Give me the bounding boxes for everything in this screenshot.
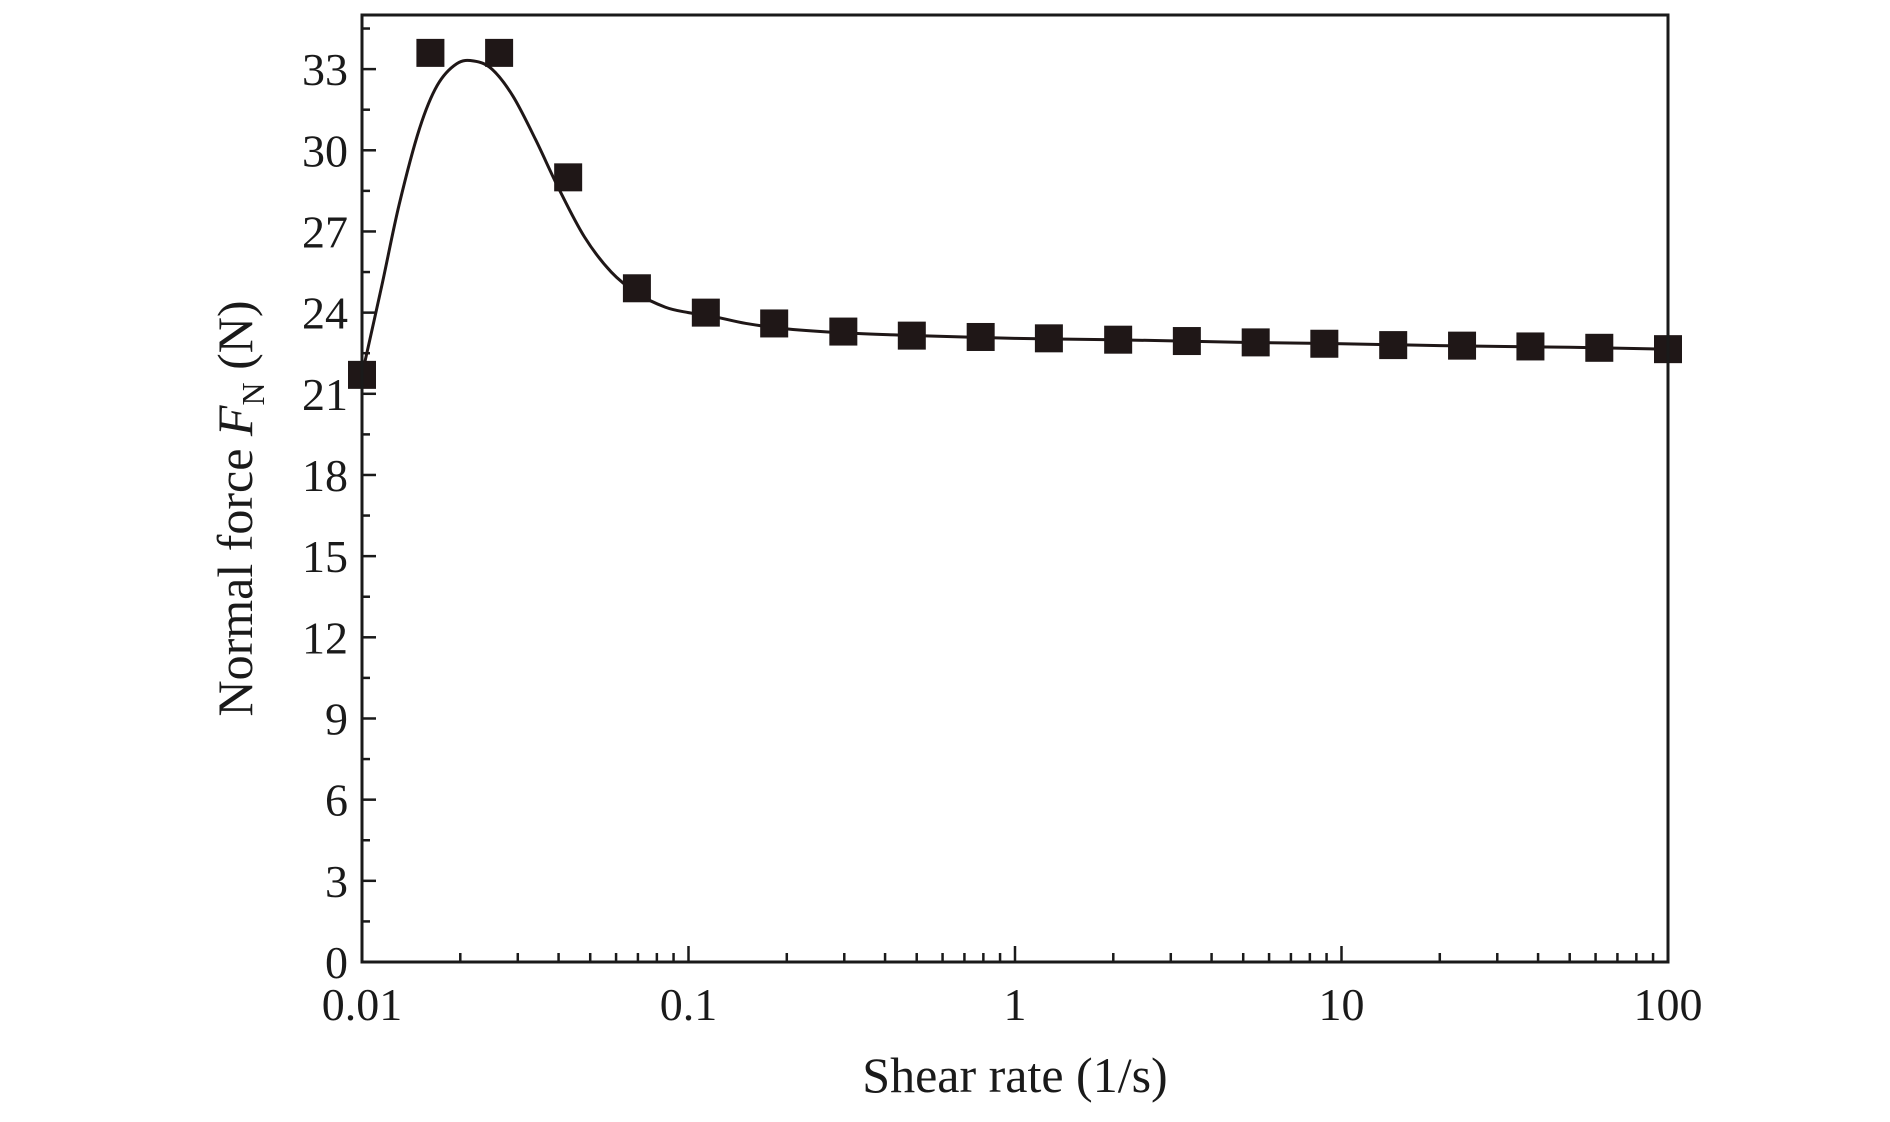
data-point bbox=[416, 38, 445, 67]
y-axis-title-prefix: Normal force bbox=[207, 436, 263, 716]
data-point bbox=[1172, 327, 1201, 356]
y-tick-label: 9 bbox=[325, 693, 348, 744]
data-point bbox=[897, 321, 926, 350]
y-tick-label: 27 bbox=[302, 206, 348, 257]
x-tick-label: 0.01 bbox=[322, 979, 403, 1030]
y-tick-label: 6 bbox=[325, 775, 348, 826]
plot-frame bbox=[360, 13, 1670, 964]
data-point bbox=[760, 309, 789, 338]
data-point bbox=[1310, 329, 1339, 358]
fit-curve-group bbox=[360, 58, 1669, 376]
x-axis-title: Shear rate (1/s) bbox=[862, 1047, 1167, 1103]
fit-curve bbox=[360, 58, 1669, 376]
x-tick-label: 10 bbox=[1319, 979, 1365, 1030]
y-axis-title-symbol: F bbox=[207, 405, 263, 437]
data-point bbox=[1585, 333, 1614, 362]
y-tick-label: 21 bbox=[302, 369, 348, 420]
data-point bbox=[622, 274, 651, 303]
data-points bbox=[348, 38, 1682, 389]
data-point bbox=[691, 298, 720, 327]
y-tick-label: 24 bbox=[302, 288, 348, 339]
x-tick-label: 0.1 bbox=[660, 979, 718, 1030]
x-tick-label: 100 bbox=[1634, 979, 1703, 1030]
y-axis-title: Normal force FN (N) bbox=[207, 301, 271, 717]
tick-labels: 0 3 6 9 12 15 18 21 24 27 30 33 0.01 0.1 1 10 100 bbox=[302, 44, 1703, 1030]
data-point bbox=[966, 322, 995, 351]
x-tick-label: 1 bbox=[1004, 979, 1027, 1030]
y-tick-label: 15 bbox=[302, 531, 348, 582]
data-point bbox=[1516, 332, 1545, 361]
data-point bbox=[1034, 324, 1063, 353]
y-tick-label: 33 bbox=[302, 44, 348, 95]
data-point bbox=[1448, 331, 1477, 360]
data-point bbox=[829, 317, 858, 346]
data-point bbox=[1379, 331, 1408, 360]
data-point bbox=[554, 163, 583, 192]
y-tick-label: 3 bbox=[325, 856, 348, 907]
y-tick-label: 0 bbox=[325, 937, 348, 988]
y-axis-title-unit: (N) bbox=[207, 301, 263, 383]
y-tick-label: 30 bbox=[302, 125, 348, 176]
y-tick-label: 18 bbox=[302, 450, 348, 501]
y-tick-label: 12 bbox=[302, 612, 348, 663]
data-point bbox=[1241, 328, 1270, 357]
data-point bbox=[1104, 325, 1133, 354]
y-axis-title-subscript: N bbox=[235, 382, 271, 405]
data-point bbox=[485, 38, 514, 67]
